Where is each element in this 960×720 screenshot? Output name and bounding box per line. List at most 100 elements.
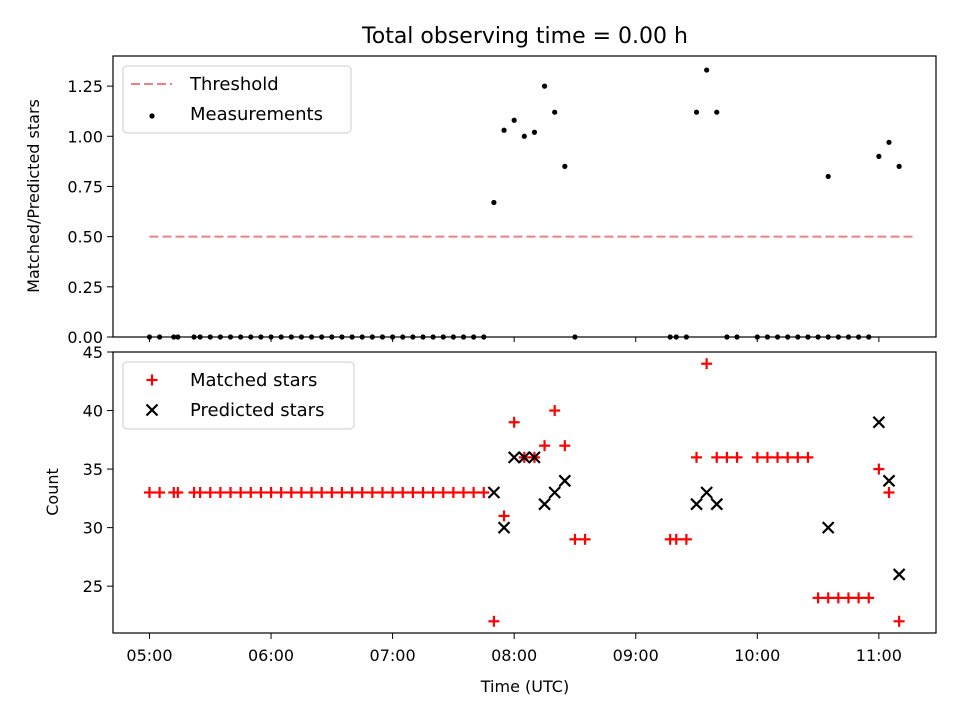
y-tick-label: 30 xyxy=(83,519,103,538)
matched-star-point xyxy=(143,487,155,498)
matched-star-point xyxy=(812,592,824,604)
y-tick-label: 0.75 xyxy=(67,177,103,196)
matched-star-point xyxy=(154,487,166,498)
matched-star-point xyxy=(680,533,692,545)
predicted-star-point xyxy=(700,486,713,499)
legend-threshold-label: Threshold xyxy=(189,74,279,95)
matched-star-point xyxy=(417,487,429,498)
matched-star-point xyxy=(782,451,794,463)
legend-box xyxy=(122,361,355,430)
matched-star-point xyxy=(214,487,226,498)
top-axes-frame xyxy=(112,55,937,338)
predicted-star-point xyxy=(710,497,724,511)
matched-star-point xyxy=(822,592,834,604)
matched-star-point xyxy=(832,592,844,604)
matched-star-point xyxy=(447,487,459,498)
predicted-star-point xyxy=(487,486,501,499)
measurement-point xyxy=(825,173,831,180)
matched-star-point xyxy=(245,487,257,498)
top-ratio-panel: 0.00 0.25 0.50 0.75 1.00 1.25 Threshold Measure… xyxy=(67,55,937,347)
matched-star-point xyxy=(751,451,763,463)
matched-star-point xyxy=(873,463,885,475)
matched-star-point xyxy=(366,487,378,498)
predicted-star-point xyxy=(497,521,511,534)
y-tick-label: 1.00 xyxy=(67,127,103,146)
y-tick-label: 0.00 xyxy=(67,328,103,347)
matched-star-point xyxy=(792,451,804,463)
bottom-axes-frame xyxy=(112,351,937,634)
matched-star-point xyxy=(458,487,470,498)
y-tick-label: 25 xyxy=(83,577,103,596)
predicted-star-point xyxy=(872,415,886,429)
matched-star-point xyxy=(387,487,399,498)
matched-star-point xyxy=(194,487,206,498)
predicted-star-point xyxy=(548,486,561,499)
matched-star-point xyxy=(539,440,551,452)
predicted-star-point xyxy=(518,451,531,464)
matched-star-point xyxy=(468,487,480,498)
matched-star-point xyxy=(356,487,368,498)
matched-star-point xyxy=(711,451,723,463)
predicted-star-point xyxy=(821,521,835,534)
predicted-star-point xyxy=(528,451,541,464)
matched-star-point xyxy=(437,487,449,498)
legend-box xyxy=(122,65,352,134)
matched-star-point xyxy=(204,487,216,498)
predicted-star-point xyxy=(558,474,572,488)
bottom-y-axis-label: Count xyxy=(43,468,62,516)
measurement-point xyxy=(704,67,710,73)
matched-star-point xyxy=(549,405,561,417)
matched-star-point xyxy=(569,533,581,545)
matched-star-point xyxy=(427,487,439,498)
top-y-axis-label: Matched/Predicted stars xyxy=(24,99,43,293)
matched-star-point xyxy=(498,510,510,522)
measurement-point xyxy=(511,117,517,123)
predicted-star-point xyxy=(892,568,906,581)
matched-star-point xyxy=(316,487,328,498)
matched-star-point xyxy=(265,487,277,498)
y-tick-label: 40 xyxy=(83,402,103,421)
x-tick-label: 10:00 xyxy=(734,646,780,665)
matched-star-point xyxy=(326,487,338,498)
matched-star-point xyxy=(306,487,318,498)
y-tick-label: 1.25 xyxy=(67,77,103,96)
matched-star-point xyxy=(893,615,905,627)
measurement-point xyxy=(896,163,902,169)
matched-star-point xyxy=(802,451,814,463)
measurement-point xyxy=(693,109,700,115)
x-tick-label: 06:00 xyxy=(248,646,294,665)
matched-star-point xyxy=(721,451,733,463)
matched-star-point xyxy=(670,533,682,545)
measurement-point xyxy=(552,109,558,115)
x-tick-label: 11:00 xyxy=(856,646,902,665)
matched-star-point xyxy=(225,487,237,498)
bottom-legend: Matched stars Predicted stars xyxy=(122,361,355,430)
chart-title: Total observing time = 0.00 h xyxy=(361,24,688,49)
matched-star-point xyxy=(731,451,743,463)
measurement-point xyxy=(491,199,497,206)
matched-star-point xyxy=(275,487,287,498)
matched-star-point xyxy=(863,592,875,604)
legend-predicted-label: Predicted stars xyxy=(190,400,324,421)
legend-measurement-swatch xyxy=(149,113,155,119)
predicted-star-point xyxy=(538,497,551,511)
measurement-point xyxy=(714,109,720,115)
legend-matched-label: Matched stars xyxy=(190,370,317,391)
measurement-point xyxy=(876,153,882,159)
y-tick-label: 35 xyxy=(83,460,103,479)
matched-star-point xyxy=(376,487,388,498)
top-legend: Threshold Measurements xyxy=(122,65,352,134)
matched-star-point xyxy=(172,487,184,498)
x-tick-label: 07:00 xyxy=(370,646,416,665)
measurement-point xyxy=(562,163,568,169)
matched-star-point xyxy=(559,440,571,452)
matched-star-point xyxy=(346,487,358,498)
matched-star-point xyxy=(853,592,865,604)
matched-star-point xyxy=(336,487,348,498)
matched-star-point xyxy=(397,487,409,498)
legend-predicted-swatch xyxy=(145,403,159,417)
y-tick-label: 0.25 xyxy=(67,278,103,297)
measurement-point xyxy=(521,133,527,139)
matched-star-point xyxy=(407,487,419,498)
